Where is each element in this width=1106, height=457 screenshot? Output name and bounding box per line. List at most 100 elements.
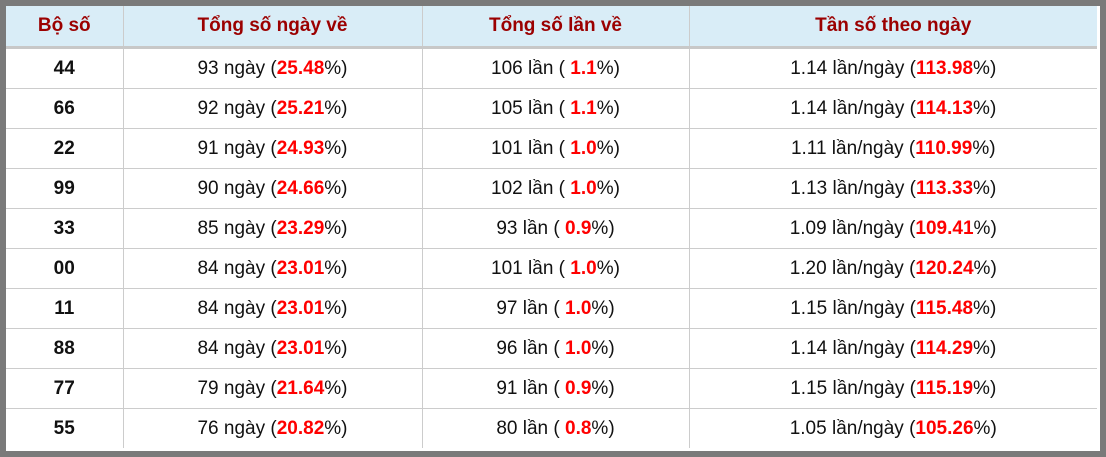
- days-value: 92: [197, 97, 219, 119]
- freq-value: 1.14: [790, 337, 828, 359]
- days-unit: ngày: [223, 97, 266, 119]
- days-percent: 24.93: [276, 137, 325, 159]
- pct-sign: %: [324, 217, 342, 239]
- pct-sign: %: [973, 177, 990, 199]
- times-unit: lần: [522, 337, 549, 359]
- total-times-cell: 80 lần ( 0.8%): [422, 408, 690, 448]
- total-days-cell: 91 ngày (24.93%): [123, 128, 423, 169]
- times-unit: lần: [528, 57, 554, 79]
- pct-sign: %: [972, 137, 990, 159]
- pct-sign: %: [324, 417, 342, 439]
- times-unit: lần: [528, 137, 554, 159]
- total-times-cell: 97 lần ( 1.0%): [422, 288, 690, 329]
- days-value: 76: [197, 417, 219, 439]
- times-unit: lần: [522, 217, 549, 239]
- freq-value: 1.14: [790, 57, 828, 79]
- freq-value: 1.09: [789, 217, 827, 239]
- days-unit: ngày: [223, 377, 266, 399]
- times-value: 105: [491, 97, 523, 119]
- days-unit: ngày: [223, 417, 266, 439]
- freq-value: 1.15: [790, 297, 828, 319]
- table-row: 99 90 ngày (24.66%) 102 lần ( 1.0%) 1.13 lầ…: [6, 168, 1097, 209]
- freq-percent: 120.24: [915, 257, 974, 279]
- frequency-cell: 1.11 lần/ngày (110.99%): [689, 128, 1097, 169]
- header-frequency: Tần số theo ngày: [689, 6, 1097, 49]
- freq-percent: 105.26: [915, 417, 974, 439]
- number-cell: 11: [6, 288, 124, 329]
- times-percent: 1.1: [570, 57, 597, 79]
- days-unit: ngày: [223, 337, 266, 359]
- times-value: 102: [491, 177, 523, 199]
- freq-unit: lần/ngày: [831, 137, 904, 159]
- pct-sign: %: [973, 217, 991, 239]
- times-percent: 1.0: [565, 337, 592, 359]
- days-percent: 21.64: [276, 377, 325, 399]
- pct-sign: %: [324, 337, 342, 359]
- total-days-cell: 84 ngày (23.01%): [123, 328, 423, 369]
- pct-sign: %: [973, 297, 990, 319]
- total-days-cell: 76 ngày (20.82%): [123, 408, 423, 448]
- total-days-cell: 90 ngày (24.66%): [123, 168, 423, 209]
- freq-percent: 115.19: [915, 377, 974, 399]
- freq-percent: 110.99: [915, 137, 973, 159]
- freq-percent: 114.13: [915, 97, 974, 119]
- freq-unit: lần/ngày: [832, 377, 905, 399]
- times-value: 97: [496, 297, 518, 319]
- times-value: 93: [496, 217, 518, 239]
- pct-sign: %: [324, 97, 342, 119]
- frequency-cell: 1.20 lần/ngày (120.24%): [689, 248, 1097, 289]
- freq-value: 1.20: [789, 257, 827, 279]
- pct-sign: %: [324, 377, 342, 399]
- table-row: 44 93 ngày (25.48%) 106 lần ( 1.1%) 1.14 lầ…: [6, 47, 1097, 89]
- pct-sign: %: [324, 57, 342, 79]
- pct-sign: %: [596, 137, 614, 159]
- times-unit: lần: [522, 417, 549, 439]
- table-row: 11 84 ngày (23.01%) 97 lần ( 1.0%) 1.15 lần…: [6, 288, 1097, 329]
- total-days-cell: 84 ngày (23.01%): [123, 248, 423, 289]
- freq-unit: lần/ngày: [832, 57, 905, 79]
- table-row: 00 84 ngày (23.01%) 101 lần ( 1.0%) 1.20 lầ…: [6, 248, 1097, 289]
- total-days-cell: 79 ngày (21.64%): [123, 368, 423, 409]
- number-cell: 44: [6, 47, 124, 89]
- days-percent: 20.82: [276, 417, 325, 439]
- frequency-cell: 1.14 lần/ngày (114.13%): [689, 88, 1097, 129]
- frequency-cell: 1.05 lần/ngày (105.26%): [789, 417, 997, 439]
- times-value: 101: [491, 257, 523, 279]
- freq-unit: lần/ngày: [832, 97, 905, 119]
- freq-percent: 115.48: [915, 297, 974, 319]
- days-value: 85: [197, 217, 219, 239]
- pct-sign: %: [591, 417, 609, 439]
- days-unit: ngày: [223, 177, 266, 199]
- header-total-times: Tổng số lần về: [422, 6, 690, 49]
- times-percent: 1.0: [565, 297, 592, 319]
- total-times-cell: 102 lần ( 1.0%): [422, 168, 690, 209]
- total-times-cell: 105 lần ( 1.1%): [422, 88, 690, 129]
- pct-sign: %: [591, 297, 609, 319]
- freq-unit: lần/ngày: [831, 257, 904, 279]
- days-percent: 23.01: [276, 297, 325, 319]
- days-unit: ngày: [223, 57, 266, 79]
- days-value: 84: [197, 297, 219, 319]
- table-row: 88 84 ngày (23.01%) 96 lần ( 1.0%) 1.14 lần…: [6, 328, 1097, 369]
- freq-value: 1.05: [789, 417, 827, 439]
- days-percent: 23.01: [276, 257, 325, 279]
- frequency-cell: 1.09 lần/ngày (109.41%): [689, 208, 1097, 249]
- total-days-cell: 93 ngày (25.48%): [123, 47, 423, 89]
- days-value: 93: [197, 57, 219, 79]
- times-unit: lần: [522, 297, 549, 319]
- times-value: 101: [491, 137, 523, 159]
- header-total-days: Tổng số ngày về: [123, 6, 423, 49]
- pct-sign: %: [596, 57, 614, 79]
- times-percent: 1.0: [570, 177, 597, 199]
- total-days-cell: 84 ngày (23.01%): [123, 288, 423, 329]
- header-bo-so: Bộ số: [6, 6, 124, 49]
- pct-sign: %: [324, 297, 342, 319]
- total-times-cell: 96 lần ( 1.0%): [422, 328, 690, 369]
- pct-sign: %: [596, 97, 614, 119]
- pct-sign: %: [596, 177, 614, 199]
- days-value: 90: [197, 177, 219, 199]
- days-unit: ngày: [223, 257, 266, 279]
- freq-unit: lần/ngày: [832, 297, 905, 319]
- pct-sign: %: [973, 337, 990, 359]
- freq-value: 1.11: [790, 137, 827, 159]
